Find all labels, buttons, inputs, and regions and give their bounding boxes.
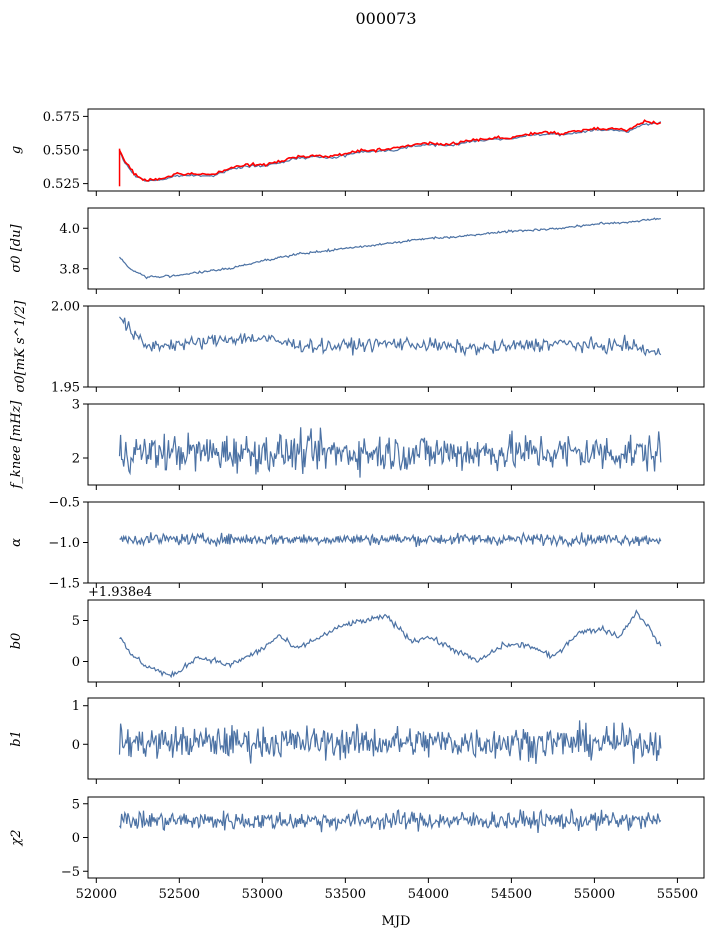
x-tick-label: 54000: [408, 887, 449, 902]
y-tick-label: 2: [72, 452, 80, 467]
x-tick-label: 55500: [657, 887, 698, 902]
panel-4: 2 3 f_knee [mHz]: [9, 398, 705, 490]
panel-1: 0.525 0.550 0.575 g: [9, 108, 705, 196]
x-tick-label: 52500: [159, 887, 200, 902]
x-tick-label: 53500: [325, 887, 366, 902]
y-tick-label: 0.575: [43, 110, 80, 125]
series-line: [119, 217, 661, 280]
y-tick-label: 3.8: [59, 262, 80, 277]
y-tick-label: 1.95: [51, 381, 80, 396]
y-tick-label: 0.525: [43, 177, 80, 192]
series-line: [118, 720, 662, 764]
axes-frame: [87, 305, 705, 388]
y-tick-label: 0: [72, 655, 80, 670]
y-axis-label: σ0 [du]: [9, 224, 24, 273]
y-tick-label: 3: [72, 398, 80, 413]
y-tick-label: 0: [72, 831, 80, 846]
figure-title: 000073: [355, 9, 416, 28]
series-line: [119, 531, 662, 548]
panel-6: 0 5 b0 +1.938e4: [9, 585, 705, 687]
x-axis-label: MJD: [382, 914, 411, 929]
panel-5: −1.5 −1.0 −0.5 α: [9, 496, 705, 592]
series-line: [119, 316, 662, 357]
axes-frame: [87, 403, 705, 486]
y-axis-label: g: [9, 146, 24, 154]
y-tick-label: 5: [72, 797, 80, 812]
x-tick-label: 52000: [76, 887, 117, 902]
y-axis-label: χ2: [9, 829, 24, 846]
y-tick-label: 4.0: [59, 222, 80, 237]
y-axis-label: f_knee [mHz]: [9, 400, 24, 490]
panels: 0.525 0.550 0.575 g 3.8 4.0 σ0 [du] 1.95 2.00 σ0[…: [9, 108, 705, 902]
axes-frame: [87, 207, 705, 290]
y-tick-label: −1.0: [48, 536, 80, 551]
series-line: [119, 121, 662, 182]
y-tick-label: 5: [72, 614, 80, 629]
x-tick-label: 55000: [574, 887, 615, 902]
y-axis-label: b0: [9, 633, 24, 650]
panel-8: −5 0 5 52000 52500 53000 53500 54000 54500 55000 5…: [9, 796, 705, 902]
y-axis-label: b1: [9, 730, 24, 747]
y-tick-label: 0.550: [43, 144, 80, 159]
panel-7: 0 1 b1: [9, 697, 705, 784]
y-axis-label: σ0[mK s^1/2]: [13, 300, 28, 393]
axes-frame: [87, 599, 705, 683]
panel-3: 1.95 2.00 σ0[mK s^1/2]: [13, 300, 705, 396]
y-tick-label: 0: [72, 738, 80, 753]
y-tick-label: −0.5: [48, 496, 80, 511]
series-line: [119, 609, 662, 679]
series-line: [118, 427, 662, 478]
axes-frame: [87, 697, 705, 780]
x-tick-label: 54500: [491, 887, 532, 902]
y-tick-label: 1: [72, 699, 80, 714]
series-line: [119, 808, 662, 833]
panel-2: 3.8 4.0 σ0 [du]: [9, 207, 705, 294]
offset-label: +1.938e4: [88, 585, 152, 600]
y-tick-label: −5: [61, 865, 80, 880]
axes-frame: [87, 796, 705, 879]
y-tick-label: −1.5: [48, 577, 80, 592]
x-tick-label: 53000: [242, 887, 283, 902]
y-axis-label: α: [9, 538, 24, 547]
y-tick-label: 2.00: [51, 300, 80, 315]
series-line: [118, 119, 662, 182]
